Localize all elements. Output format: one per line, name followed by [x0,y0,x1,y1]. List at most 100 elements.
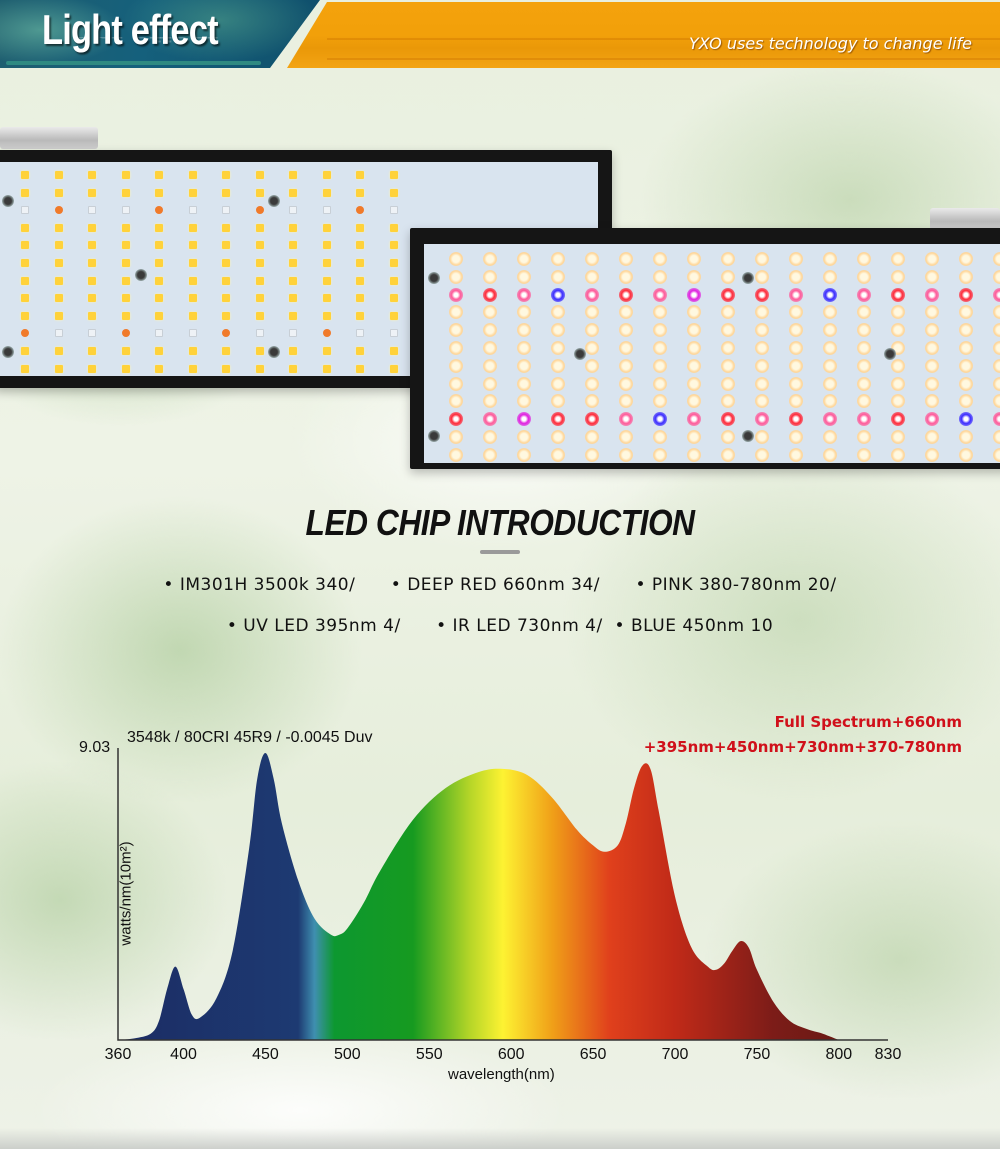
led-chip [925,430,939,444]
led-chip [687,287,701,302]
led-chip [222,347,230,355]
led-chip [585,412,599,427]
led-chip [857,394,871,409]
led-chip [653,287,667,302]
led-chip [823,287,837,302]
led-chip [789,287,803,302]
led-chip [483,252,497,266]
led-chip [823,394,837,409]
led-chip [356,364,364,373]
legend-line-1: Full Spectrum+660nm [774,713,962,731]
led-chip [517,341,531,355]
led-chip [449,412,463,427]
led-chip [687,341,701,355]
led-chip [993,394,1000,409]
led-chip [289,311,297,320]
led-chip [356,188,364,197]
led-chip [789,430,803,444]
banner-title: Light effect [42,6,219,53]
led-chip [721,287,735,302]
mounting-bracket [0,127,98,149]
led-chip [222,364,230,373]
led-chip [823,447,837,462]
led-chip [449,269,463,284]
led-chip [653,269,667,284]
led-chip [21,276,29,285]
led-chip [21,329,29,338]
led-chip [823,269,837,284]
led-chip [857,269,871,284]
led-chip [121,223,130,232]
led-chip [925,305,939,320]
led-chip [823,252,837,266]
led-chip [121,329,130,338]
led-chip [755,269,769,284]
led-chip [891,358,905,373]
led-chip [857,252,871,266]
x-tick-label: 600 [497,1046,525,1063]
led-chip [857,447,871,462]
led-chip [322,171,331,179]
led-chip [517,287,531,302]
led-chip [449,358,463,373]
screw-icon [428,272,440,284]
led-chip [517,305,531,320]
led-chip [551,269,565,284]
led-chip [389,241,398,250]
led-chip [188,188,197,197]
led-chip [517,447,531,462]
led-chip [993,341,1000,355]
led-chip [188,329,197,338]
led-chip [755,323,769,338]
led-chip [959,447,973,462]
led-chip [289,188,297,197]
led-chip [289,171,297,179]
led-chip [619,305,633,320]
led-chip [653,412,667,427]
led-chip [289,364,297,373]
led-chip [222,259,230,267]
led-chip [585,358,599,373]
led-chip [619,341,633,355]
led-chip [653,341,667,355]
led-chip [653,376,667,391]
led-chip [517,430,531,444]
led-chip [517,412,531,427]
led-chip [891,376,905,391]
led-chip [925,341,939,355]
led-chip [121,188,130,197]
led-chip [188,311,197,320]
led-chip [517,269,531,284]
led-chip [959,430,973,444]
screw-icon [135,269,147,281]
led-chip [255,329,264,338]
led-chip [88,347,96,355]
led-chip [289,329,297,338]
led-chip [389,311,398,320]
led-chip [925,287,939,302]
led-chip [959,376,973,391]
led-chip [356,311,364,320]
chart-title: 3548k / 80CRI 45R9 / -0.0045 Duv [127,729,373,746]
led-chip [483,269,497,284]
led-chip [755,412,769,427]
led-chip [289,241,297,250]
x-axis-label: wavelength(nm) [448,1066,555,1083]
x-tick-label: 400 [170,1046,197,1063]
banner-left-panel [0,0,320,68]
spec-item: • DEEP RED 660nm 34/ [390,575,601,595]
led-chip [88,171,96,179]
mounting-bracket [930,208,1000,230]
led-chip [356,241,364,250]
led-chip [188,241,197,250]
spec-item: • PINK 380-780nm 20/ [635,575,837,595]
led-chip [585,287,599,302]
led-chip [255,171,264,179]
legend-line-2: +395nm+450nm+730nm+370-780nm [643,738,962,756]
led-chip [653,430,667,444]
spec-list-row-2: • UV LED 395nm 4/ • IR LED 730nm 4/ • BL… [0,616,1000,636]
led-chip [188,223,197,232]
led-chip [755,447,769,462]
led-chip [687,447,701,462]
screw-icon [2,195,14,207]
